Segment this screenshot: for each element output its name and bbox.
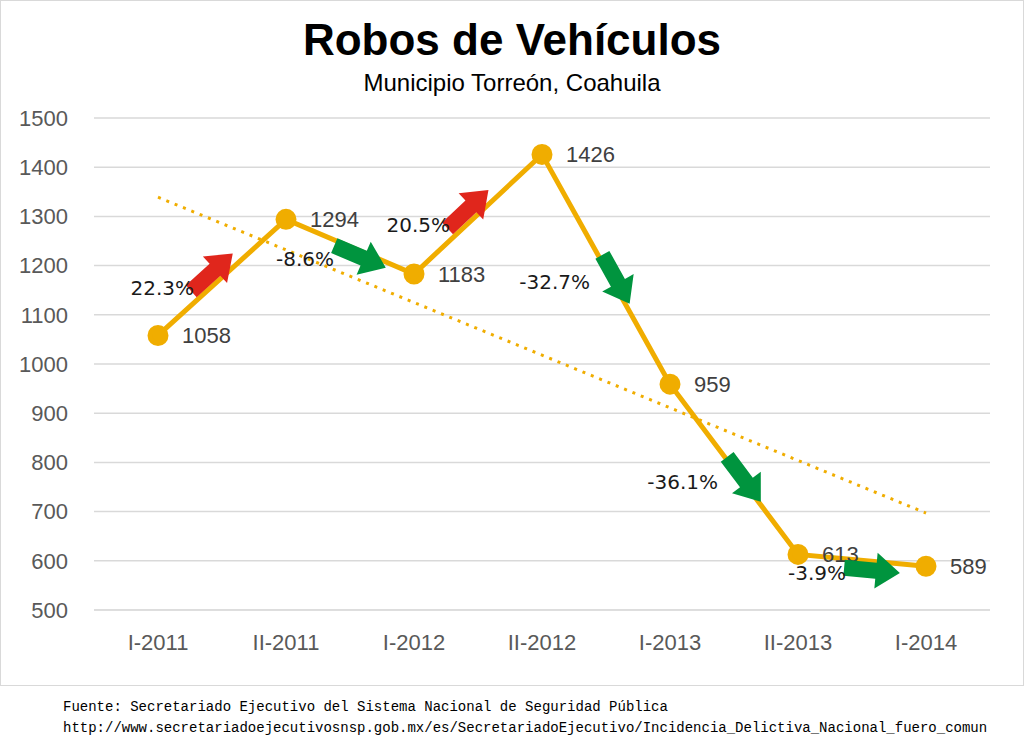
svg-text:II-2012: II-2012 [508, 630, 577, 655]
svg-text:I-2011: I-2011 [128, 630, 189, 655]
svg-text:-32.7%: -32.7% [519, 270, 590, 294]
svg-text:1058: 1058 [182, 323, 231, 348]
svg-text:20.5%: 20.5% [386, 213, 450, 237]
svg-text:1294: 1294 [310, 207, 359, 232]
svg-text:-36.1%: -36.1% [647, 470, 718, 494]
svg-text:1300: 1300 [19, 204, 68, 229]
svg-text:700: 700 [31, 499, 68, 524]
svg-text:800: 800 [31, 450, 68, 475]
svg-text:1500: 1500 [19, 106, 68, 131]
svg-text:600: 600 [31, 549, 68, 574]
html-text:Municipio Torreón, Coahuila: Municipio Torreón, Coahuila [363, 69, 661, 96]
html-text:http://www.secretariadoejecuti: http://www.secretariadoejecutivosnsp.gob… [63, 720, 988, 736]
svg-text:II-2011: II-2011 [253, 630, 320, 655]
svg-text:I-2012: I-2012 [383, 630, 445, 655]
html-text:Robos de Vehículos: Robos de Vehículos [303, 15, 721, 64]
svg-text:1183: 1183 [438, 262, 485, 287]
svg-text:I-2013: I-2013 [639, 630, 701, 655]
svg-text:500: 500 [31, 598, 68, 623]
svg-text:1200: 1200 [19, 253, 68, 278]
svg-text:I-2014: I-2014 [895, 630, 957, 655]
svg-text:589: 589 [950, 554, 987, 579]
svg-text:959: 959 [694, 372, 731, 397]
svg-text:1426: 1426 [566, 142, 615, 167]
svg-text:II-2013: II-2013 [764, 630, 833, 655]
svg-text:1100: 1100 [21, 303, 68, 328]
svg-text:-8.6%: -8.6% [276, 247, 334, 271]
svg-text:1400: 1400 [19, 155, 68, 180]
html-text:Fuente: Secretariado Ejecutivo: Fuente: Secretariado Ejecutivo del Siste… [63, 699, 668, 715]
svg-text:1000: 1000 [19, 352, 68, 377]
svg-text:613: 613 [822, 542, 859, 568]
svg-text:22.3%: 22.3% [130, 276, 194, 300]
svg-text:-3.9%: -3.9% [788, 561, 846, 585]
svg-text:900: 900 [31, 401, 68, 426]
